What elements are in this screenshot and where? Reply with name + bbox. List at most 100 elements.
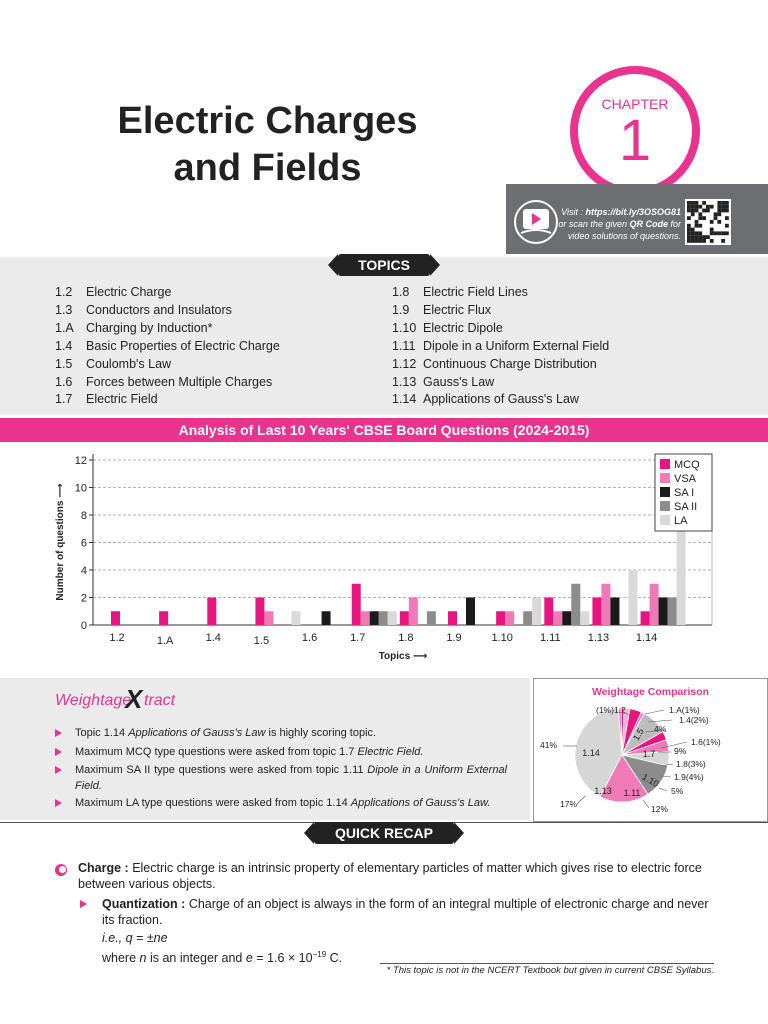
bar-sa-ii bbox=[426, 611, 436, 625]
pie-pct-label: 9% bbox=[674, 746, 687, 756]
pie-pct-label: 1.4(2%) bbox=[679, 715, 709, 725]
where-b: is an integer and bbox=[146, 951, 246, 966]
topic-number: 1.12 bbox=[392, 356, 417, 371]
bar-mcq bbox=[351, 583, 361, 625]
qr-module bbox=[687, 235, 691, 239]
bullet-topic: Applications of Gauss's Law bbox=[128, 727, 266, 739]
bar-sa-i bbox=[658, 597, 668, 625]
qr-module bbox=[698, 235, 703, 239]
qr-code-icon[interactable] bbox=[685, 199, 731, 245]
chapter-badge bbox=[578, 74, 692, 188]
pie-slice-label: 1.7 bbox=[643, 749, 656, 759]
topic-name: Electric Flux bbox=[423, 302, 492, 317]
qr-module bbox=[687, 223, 691, 228]
qr-module bbox=[694, 223, 699, 228]
xtract-x-logo: X bbox=[125, 684, 143, 714]
pie-slice-label: 1.13 bbox=[594, 786, 612, 796]
topic-item: 1.14 Applications of Gauss's Law bbox=[392, 391, 722, 409]
charge-term: Charge : bbox=[78, 861, 133, 875]
video-url[interactable]: https://bit.ly/3OSOG81 bbox=[585, 207, 681, 217]
qr-module bbox=[698, 239, 703, 243]
bar-mcq bbox=[159, 611, 169, 625]
qr-module bbox=[687, 231, 691, 236]
bar-vsa bbox=[360, 611, 370, 625]
bullet-text: Maximum SA II type questions were asked … bbox=[75, 764, 368, 776]
bar-sa-ii bbox=[667, 597, 677, 625]
qr-module bbox=[721, 208, 725, 213]
bar-sa-ii bbox=[523, 611, 533, 625]
qr-module bbox=[702, 216, 706, 220]
video-solutions-text: Visit : https://bit.ly/3OSOG81 or scan t… bbox=[553, 206, 681, 242]
x-tick-label: 1.10 bbox=[491, 632, 512, 644]
chapter-label: CHAPTER bbox=[601, 96, 669, 112]
pie-pct-label: 1.9(4%) bbox=[674, 772, 704, 782]
qr-module bbox=[694, 231, 699, 236]
video-line3: video solutions of questions. bbox=[567, 231, 681, 241]
topic-item: 1.12 Continuous Charge Distribution bbox=[392, 356, 722, 374]
pie-pct-label: 41% bbox=[540, 740, 557, 750]
quantization-term: Quantization : bbox=[102, 897, 189, 911]
qr-module bbox=[713, 231, 718, 236]
topics-heading: TOPICS bbox=[328, 254, 440, 276]
bullet-arrow-icon bbox=[55, 766, 62, 774]
bullet-text: Maximum MCQ type questions were asked fr… bbox=[75, 746, 358, 758]
topics-panel bbox=[0, 257, 768, 415]
bullet-text: is highly scoring topic. bbox=[265, 727, 377, 739]
qr-module bbox=[690, 227, 695, 232]
topic-number: 1.5 bbox=[55, 356, 73, 371]
topic-number: 1.11 bbox=[392, 338, 416, 353]
qr-module bbox=[690, 235, 695, 239]
bar-vsa bbox=[264, 611, 274, 625]
qr-module bbox=[698, 223, 703, 228]
title-line-2: and Fields bbox=[173, 147, 362, 189]
qr-module bbox=[709, 239, 714, 243]
qr-module bbox=[690, 212, 695, 217]
topics-list-left: 1.2 Electric Charge 1.3 Conductors and Insu… bbox=[55, 284, 385, 409]
bullet-topic: Electric Field. bbox=[357, 746, 424, 758]
bar-chart: 0 2 4 6 8 10 12 1.2 1.A 1.4 1.5 1.6 1.7 1.8 1.9 1.10 1.1… bbox=[55, 453, 713, 662]
qr-module bbox=[725, 231, 729, 236]
qr-module bbox=[709, 204, 714, 209]
where-exp: −19 bbox=[312, 950, 327, 959]
weightage-title: Weightage bbox=[55, 692, 132, 709]
bar-vsa bbox=[601, 583, 611, 625]
qr-module bbox=[690, 231, 695, 236]
qr-module bbox=[702, 208, 706, 213]
y-tick-label: 0 bbox=[81, 620, 87, 632]
topic-name: Basic Properties of Electric Charge bbox=[86, 338, 280, 353]
qr-module bbox=[721, 239, 725, 243]
qr-module bbox=[698, 231, 703, 236]
bar-mcq bbox=[399, 611, 409, 625]
topic-name: Charging by Induction* bbox=[86, 320, 213, 335]
qr-module bbox=[713, 216, 718, 220]
topic-item: 1.13 Gauss's Law bbox=[392, 374, 722, 392]
bar-sa-ii bbox=[378, 611, 388, 625]
topic-number: 1.6 bbox=[55, 374, 73, 389]
legend-swatch bbox=[660, 487, 670, 497]
bar-sa-i bbox=[466, 597, 476, 625]
pie-pct-label: 5% bbox=[671, 786, 684, 796]
qr-module bbox=[694, 239, 699, 243]
pie-leader-line bbox=[620, 711, 634, 717]
topic-item: 1.2 Electric Charge bbox=[55, 284, 385, 302]
bullet-arrow-icon bbox=[55, 729, 62, 737]
chapter-number: 1 bbox=[618, 108, 652, 173]
bar-vsa bbox=[649, 583, 659, 625]
legend-label: LA bbox=[674, 515, 688, 527]
video-play-icon[interactable] bbox=[513, 199, 559, 245]
topic-number: 1.7 bbox=[55, 392, 73, 407]
topic-item: 1.4 Basic Properties of Electric Charge bbox=[55, 338, 385, 356]
qr-module bbox=[698, 216, 703, 220]
qr-module bbox=[706, 204, 710, 209]
bar-mcq bbox=[544, 597, 554, 625]
pie-pct-label: 1.A(1%) bbox=[669, 705, 700, 715]
y-axis-label: Number of questions ⟶ bbox=[55, 483, 66, 600]
qr-module bbox=[717, 231, 722, 236]
where-c: = 1.6 × 10 bbox=[252, 951, 313, 966]
qr-code-graphic bbox=[687, 201, 729, 243]
bar-la bbox=[532, 597, 542, 625]
topic-item: 1.3 Conductors and Insulators bbox=[55, 302, 385, 320]
topic-name: Electric Charge bbox=[86, 285, 172, 299]
x-tick-label: 1.2 bbox=[109, 632, 124, 644]
qr-module bbox=[698, 204, 703, 209]
